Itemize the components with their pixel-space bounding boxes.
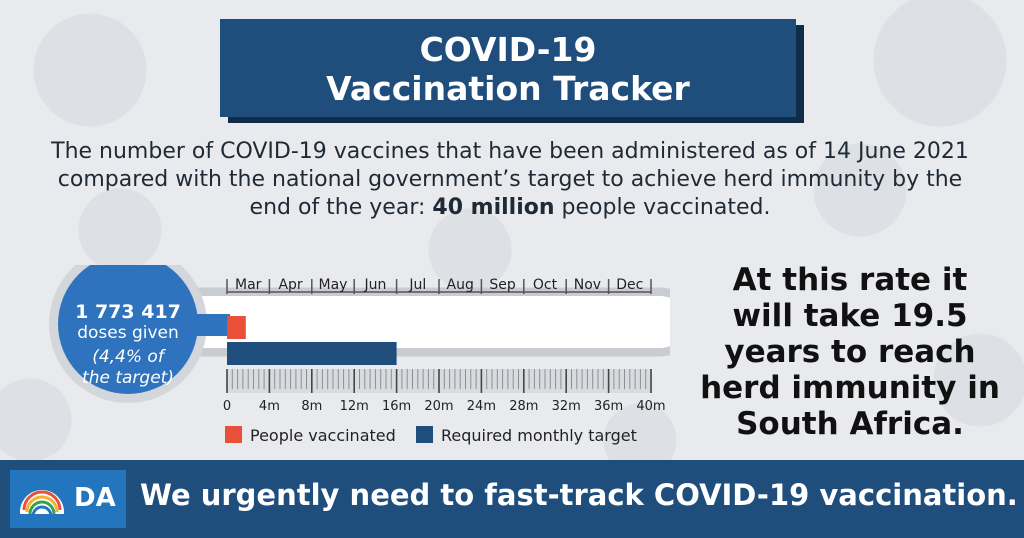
thermometer-tube-cap bbox=[660, 296, 670, 348]
callout-text: At this rate it will take 19.5 years to … bbox=[700, 262, 1000, 442]
title-banner: COVID-19 Vaccination Tracker bbox=[220, 19, 796, 117]
x-tick-label: 28m bbox=[509, 399, 538, 414]
thermometer-neck bbox=[190, 314, 230, 336]
bulb-line-1: doses given bbox=[77, 323, 179, 343]
x-tick-label: 8m bbox=[301, 399, 322, 414]
month-label: May bbox=[319, 277, 348, 293]
virus-background bbox=[0, 0, 1024, 460]
description-bold: 40 million bbox=[432, 195, 555, 220]
month-label: Jun bbox=[363, 277, 386, 293]
bar-required-target bbox=[227, 342, 397, 365]
x-tick-label: 36m bbox=[594, 399, 623, 414]
title-line-1: COVID-19 bbox=[419, 30, 597, 69]
da-sun-icon bbox=[10, 490, 70, 528]
x-tick-label: 16m bbox=[382, 399, 411, 414]
thermometer-tube-inner bbox=[190, 296, 660, 348]
bar-people-vaccinated bbox=[227, 316, 246, 339]
footer-banner bbox=[0, 460, 1024, 538]
x-tick-label: 12m bbox=[340, 399, 369, 414]
legend-label: People vaccinated bbox=[250, 426, 396, 445]
x-tick-label: 20m bbox=[424, 399, 453, 414]
month-label: Sep bbox=[489, 277, 515, 293]
description-text: The number of COVID-19 vaccines that hav… bbox=[40, 138, 980, 222]
description-part-1: The number of COVID-19 vaccines that hav… bbox=[51, 139, 969, 220]
month-label: Apr bbox=[278, 277, 302, 293]
month-label: Oct bbox=[533, 277, 558, 293]
da-logo: DA bbox=[10, 470, 126, 528]
thermometer-tube bbox=[190, 287, 670, 357]
x-tick-label: 32m bbox=[552, 399, 581, 414]
bulb-line-3: the target) bbox=[82, 368, 174, 388]
month-label: Mar bbox=[235, 277, 262, 293]
x-tick-label: 0 bbox=[223, 399, 231, 414]
da-logo-text: DA bbox=[74, 483, 116, 513]
legend-swatch bbox=[416, 426, 433, 443]
description-part-2: people vaccinated. bbox=[554, 195, 771, 220]
thermometer-bulb bbox=[58, 265, 198, 394]
bulb-value: 1 773 417 bbox=[75, 301, 181, 323]
x-tick-label: 4m bbox=[259, 399, 280, 414]
month-label: Aug bbox=[447, 277, 474, 293]
bulb-line-2: (4,4% of bbox=[92, 347, 167, 367]
legend-swatch bbox=[225, 426, 242, 443]
month-label: Dec bbox=[616, 277, 643, 293]
x-tick-label: 40m bbox=[636, 399, 665, 414]
legend-label: Required monthly target bbox=[441, 426, 637, 445]
month-label: Nov bbox=[574, 277, 601, 293]
x-tick-label: 24m bbox=[467, 399, 496, 414]
footer-message: We urgently need to fast-track COVID-19 … bbox=[140, 478, 1018, 512]
vaccination-thermometer-chart: 1 773 417 doses given (4,4% of the targe… bbox=[49, 265, 670, 445]
title-line-2: Vaccination Tracker bbox=[326, 69, 690, 108]
month-label: Jul bbox=[408, 277, 426, 293]
